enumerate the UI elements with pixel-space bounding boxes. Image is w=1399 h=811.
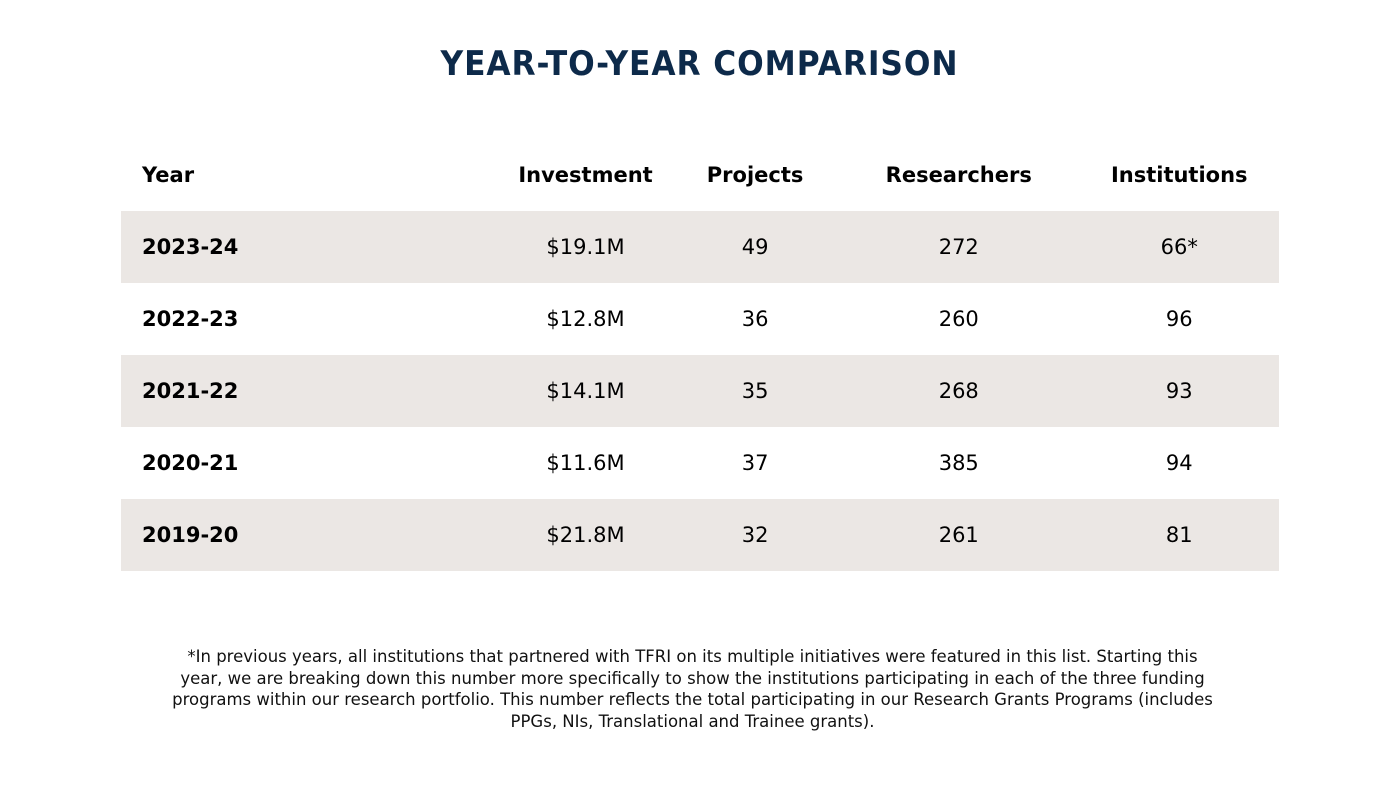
projects-cell: 32 bbox=[672, 499, 839, 571]
header-institutions: Institutions bbox=[1110, 163, 1248, 187]
year-cell: 2022-23 bbox=[142, 307, 239, 331]
table-row: 2021-22 $14.1M 35 268 93 bbox=[121, 355, 1279, 427]
projects-cell: 37 bbox=[741, 451, 769, 475]
projects-cell: 35 bbox=[672, 355, 839, 427]
table-header-row: Year Investment Projects Researchers Ins… bbox=[121, 139, 1279, 211]
table-row: 2019-20 $21.8M 32 261 81 bbox=[121, 499, 1279, 571]
comparison-table: Year Investment Projects Researchers Ins… bbox=[121, 139, 1279, 571]
header-projects: Projects bbox=[706, 163, 804, 187]
year-cell: 2019-20 bbox=[121, 499, 499, 571]
header-investment: Investment bbox=[518, 163, 653, 187]
header-year: Year bbox=[142, 163, 195, 187]
year-cell: 2023-24 bbox=[121, 211, 499, 283]
institutions-cell: 93 bbox=[1079, 355, 1279, 427]
researchers-cell: 260 bbox=[938, 307, 979, 331]
projects-cell: 49 bbox=[672, 211, 839, 283]
page-title: YEAR-TO-YEAR COMPARISON bbox=[440, 44, 959, 84]
researchers-cell: 268 bbox=[838, 355, 1080, 427]
footnote: *In previous years, all institutions tha… bbox=[172, 647, 1213, 731]
table-row: 2022-23 $12.8M 36 260 96 bbox=[121, 283, 1279, 355]
institutions-cell: 66* bbox=[1079, 211, 1279, 283]
header-researchers: Researchers bbox=[885, 163, 1032, 187]
projects-cell: 36 bbox=[741, 307, 769, 331]
researchers-cell: 261 bbox=[838, 499, 1080, 571]
investment-cell: $21.8M bbox=[498, 499, 673, 571]
year-cell: 2020-21 bbox=[142, 451, 239, 475]
investment-cell: $14.1M bbox=[498, 355, 673, 427]
researchers-cell: 385 bbox=[938, 451, 979, 475]
year-cell: 2021-22 bbox=[121, 355, 499, 427]
institutions-cell: 96 bbox=[1165, 307, 1193, 331]
table-row: 2023-24 $19.1M 49 272 66* bbox=[121, 211, 1279, 283]
investment-cell: $11.6M bbox=[546, 451, 625, 475]
investment-cell: $19.1M bbox=[498, 211, 673, 283]
institutions-cell: 81 bbox=[1079, 499, 1279, 571]
researchers-cell: 272 bbox=[838, 211, 1080, 283]
institutions-cell: 94 bbox=[1165, 451, 1193, 475]
investment-cell: $12.8M bbox=[546, 307, 625, 331]
table-row: 2020-21 $11.6M 37 385 94 bbox=[121, 427, 1279, 499]
